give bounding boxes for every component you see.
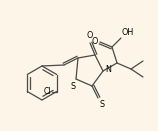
Text: N: N bbox=[105, 66, 111, 75]
Text: O: O bbox=[92, 37, 98, 47]
Text: S: S bbox=[70, 82, 76, 91]
Text: OH: OH bbox=[122, 28, 134, 37]
Text: O: O bbox=[87, 31, 93, 40]
Text: Cl: Cl bbox=[43, 87, 51, 96]
Text: S: S bbox=[99, 100, 104, 109]
